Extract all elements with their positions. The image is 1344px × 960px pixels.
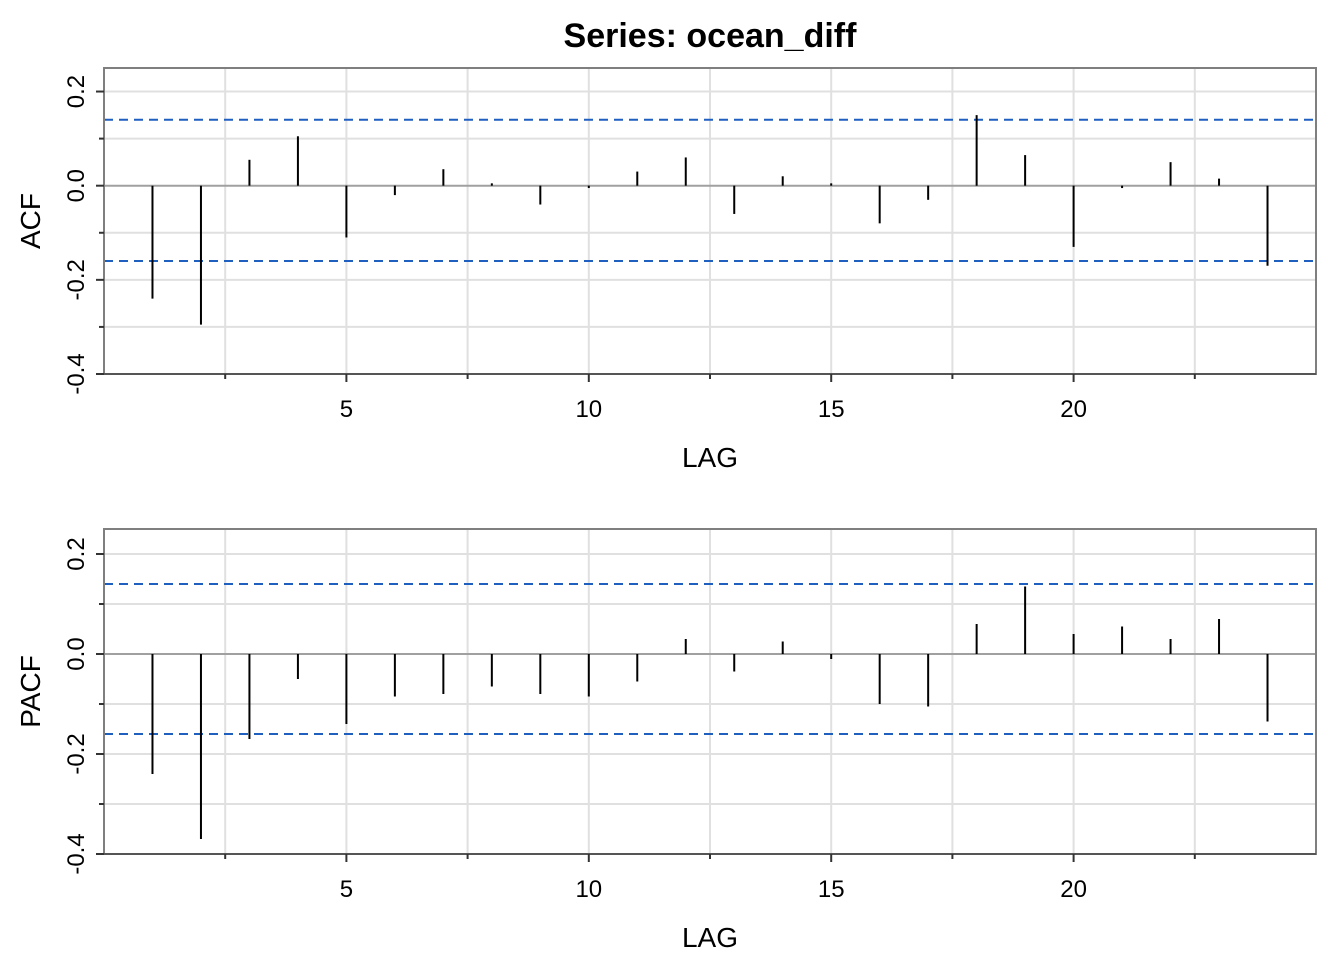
y-tick-label: -0.4 (63, 353, 90, 394)
x-tick-label: 10 (575, 876, 602, 903)
x-axis-label: LAG (682, 442, 738, 473)
x-tick-label: 20 (1060, 876, 1087, 903)
acf-panel: 5 10 15 20 -0.4 -0.2 0.0 0.2 LAG ACF (15, 67, 1317, 473)
x-tick-label: 15 (818, 876, 845, 903)
y-tick-label: 0.0 (63, 637, 90, 670)
y-tick-label: 0.2 (63, 75, 90, 108)
x-tick-label: 5 (340, 396, 353, 423)
x-axis-label: LAG (682, 922, 738, 953)
y-tick-label: 0.2 (63, 537, 90, 570)
pacf-panel: 5 10 15 20 -0.4 -0.2 0.0 0.2 LAG PACF (15, 528, 1317, 953)
y-tick-label: -0.2 (63, 259, 90, 300)
y-axis-label: ACF (15, 193, 46, 249)
x-tick-label: 10 (575, 396, 602, 423)
x-tick-label: 20 (1060, 396, 1087, 423)
x-tick-label: 15 (818, 396, 845, 423)
y-tick-label: -0.4 (63, 833, 90, 874)
y-tick-label: 0.0 (63, 169, 90, 202)
figure-title: Series: ocean_diff (564, 17, 858, 55)
y-tick-label: -0.2 (63, 733, 90, 774)
x-tick-label: 5 (340, 876, 353, 903)
y-axis-label: PACF (15, 655, 46, 728)
